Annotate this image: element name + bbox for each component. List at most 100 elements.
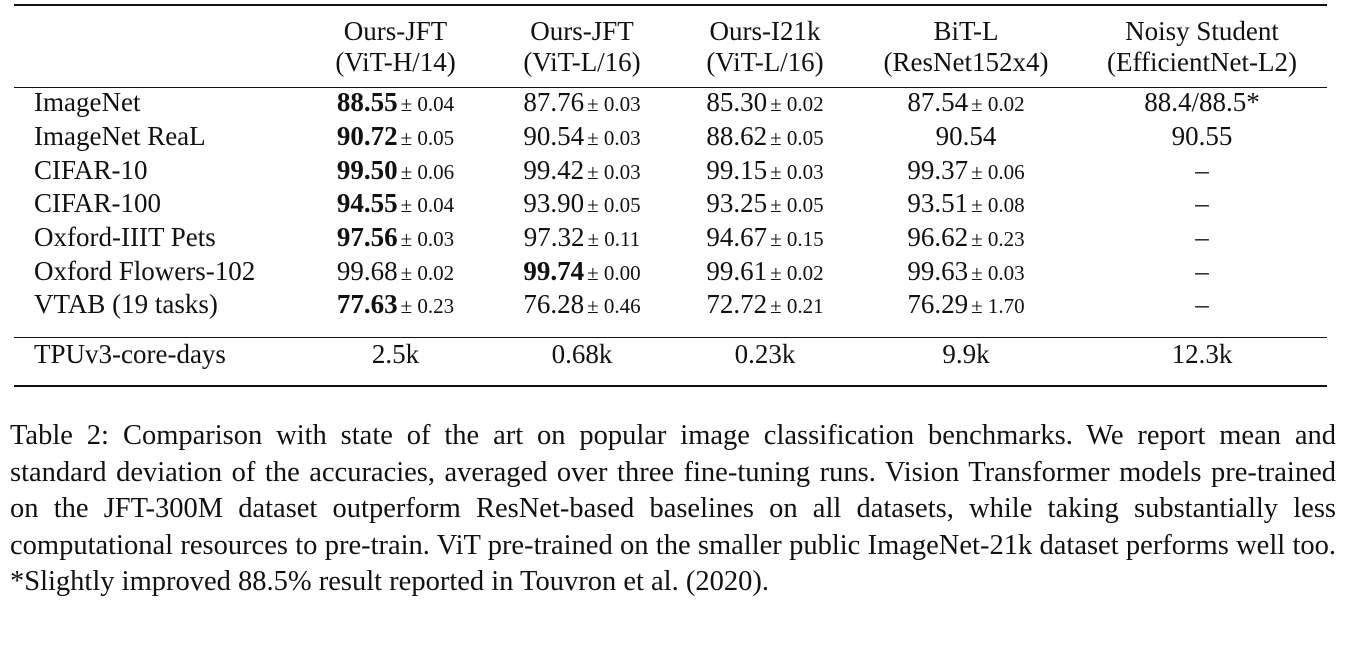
best-value: 99.50	[336, 154, 398, 185]
result-cell: 96.62 ± 0.23	[855, 221, 1077, 255]
metric-value: 93.25	[706, 188, 768, 219]
result-cell: 99.68 ± 0.02	[302, 254, 489, 288]
std-deviation: ± 0.08	[971, 193, 1025, 218]
header-bottom-rule	[14, 87, 1327, 88]
result-cell: 99.61 ± 0.02	[675, 254, 855, 288]
cost-cell: 0.23k	[734, 339, 796, 370]
result-cell: 88.55 ± 0.04	[302, 86, 489, 120]
std-deviation: ± 0.02	[770, 260, 824, 285]
std-deviation: ± 0.03	[587, 92, 641, 117]
metric-value: –	[1195, 154, 1209, 185]
result-cell: 90.72 ± 0.05	[302, 120, 489, 154]
caption-text: Comparison with state of the art on popu…	[10, 420, 1337, 598]
std-deviation: ± 0.03	[770, 159, 824, 184]
metric-value: 96.62	[907, 222, 969, 253]
table-row: CIFAR-10 99.50 ± 0.06 99.42 ± 0.03 99.15 ± 0.0…	[14, 153, 1327, 187]
metric-value: 72.72	[706, 289, 768, 320]
best-value: 94.55	[336, 188, 398, 219]
column-header: BiT-L (ResNet152x4)	[883, 16, 1049, 77]
row-label: VTAB (19 tasks)	[34, 289, 218, 320]
metric-value: 90.54	[935, 121, 997, 152]
table-row: ImageNet 88.55 ± 0.04 87.76 ± 0.03 85.30 ± 0.0…	[14, 86, 1327, 120]
column-header: Ours-JFT (ViT-H/14)	[335, 16, 456, 77]
table-row: CIFAR-100 94.55 ± 0.04 93.90 ± 0.05 93.25 ± 0.…	[14, 187, 1327, 221]
std-deviation: ± 0.15	[770, 227, 824, 252]
table-top-rule	[14, 4, 1327, 6]
result-cell: 77.63 ± 0.23	[302, 288, 489, 322]
std-deviation: ± 0.23	[400, 294, 455, 319]
metric-value: 76.29	[907, 289, 969, 320]
row-label: CIFAR-10	[34, 154, 148, 185]
metric-value: 85.30	[706, 87, 768, 118]
result-cell: 93.25 ± 0.05	[675, 187, 855, 221]
result-cell: 90.55	[1077, 120, 1327, 154]
result-rows: ImageNet 88.55 ± 0.04 87.76 ± 0.03 85.30 ± 0.0…	[14, 86, 1327, 322]
table-row: Oxford-IIIT Pets 97.56 ± 0.03 97.32 ± 0.11 94…	[14, 221, 1327, 255]
result-cell: 99.15 ± 0.03	[675, 153, 855, 187]
metric-value: 87.54	[907, 87, 969, 118]
std-deviation: ± 0.05	[770, 193, 824, 218]
result-cell: 87.54 ± 0.02	[855, 86, 1077, 120]
result-cell: –	[1077, 187, 1327, 221]
table-caption: Table 2: Comparison with state of the art…	[10, 418, 1336, 601]
best-value: 97.56	[336, 222, 398, 253]
std-deviation: ± 0.04	[400, 193, 455, 218]
result-cell: 94.67 ± 0.15	[675, 221, 855, 255]
metric-value: –	[1195, 289, 1209, 320]
result-cell: –	[1077, 254, 1327, 288]
column-header: Ours-I21k (ViT-L/16)	[706, 16, 824, 77]
cost-section: TPUv3-core-days 2.5k 0.68k 0.23k 9.9k 12…	[14, 322, 1327, 376]
std-deviation: ± 0.21	[770, 294, 824, 319]
std-deviation: ± 0.46	[587, 294, 641, 319]
metric-value: 88.62	[706, 121, 768, 152]
column-header: Noisy Student (EfficientNet-L2)	[1107, 16, 1297, 77]
metric-value: 97.32	[523, 222, 585, 253]
result-cell: 99.50 ± 0.06	[302, 153, 489, 187]
table-bottom-rule	[14, 385, 1327, 387]
cost-cell: 0.68k	[551, 339, 613, 370]
result-cell: 97.56 ± 0.03	[302, 221, 489, 255]
std-deviation: ± 0.02	[971, 92, 1025, 117]
result-cell: –	[1077, 221, 1327, 255]
std-deviation: ± 0.06	[400, 159, 455, 184]
result-cell: 72.72 ± 0.21	[675, 288, 855, 322]
table-row: Oxford Flowers-102 99.68 ± 0.02 99.74 ± 0.00…	[14, 254, 1327, 288]
metric-value: –	[1195, 222, 1209, 253]
result-cell: 99.42 ± 0.03	[489, 153, 675, 187]
metric-value: 87.76	[523, 87, 585, 118]
result-cell: 94.55 ± 0.04	[302, 187, 489, 221]
header-corner	[14, 8, 302, 86]
std-deviation: ± 0.05	[587, 193, 641, 218]
std-deviation: ± 0.03	[400, 227, 455, 252]
result-cell: 93.51 ± 0.08	[855, 187, 1077, 221]
table-row: ImageNet ReaL 90.72 ± 0.05 90.54 ± 0.03 88.62…	[14, 120, 1327, 154]
std-deviation: ± 0.03	[587, 159, 641, 184]
metric-value: 99.37	[907, 154, 969, 185]
metric-value: 99.61	[706, 255, 768, 286]
std-deviation: ± 0.11	[587, 227, 641, 252]
result-cell: 93.90 ± 0.05	[489, 187, 675, 221]
results-table: Ours-JFT (ViT-H/14) Ours-JFT (ViT-L/16) Ou…	[14, 8, 1327, 376]
cost-cell: 12.3k	[1171, 339, 1233, 370]
best-value: 88.55	[336, 87, 398, 118]
row-label: ImageNet	[34, 87, 141, 118]
std-deviation: ± 0.05	[770, 126, 824, 151]
row-label: CIFAR-100	[34, 188, 162, 219]
std-deviation: ± 0.03	[971, 260, 1025, 285]
row-label: Oxford-IIIT Pets	[34, 222, 216, 253]
metric-value: –	[1195, 188, 1209, 219]
metric-value: 94.67	[706, 222, 768, 253]
std-deviation: ± 0.02	[400, 260, 455, 285]
best-value: 99.74	[523, 255, 585, 286]
result-cell: 99.37 ± 0.06	[855, 153, 1077, 187]
best-value: 90.72	[336, 121, 398, 152]
header-row: Ours-JFT (ViT-H/14) Ours-JFT (ViT-L/16) Ou…	[14, 8, 1327, 86]
column-header: Ours-JFT (ViT-L/16)	[523, 16, 641, 77]
row-label: ImageNet ReaL	[34, 121, 206, 152]
result-cell: 88.4/88.5*	[1077, 86, 1327, 120]
std-deviation: ± 0.02	[770, 92, 824, 117]
result-cell: 76.28 ± 0.46	[489, 288, 675, 322]
table-row: VTAB (19 tasks) 77.63 ± 0.23 76.28 ± 0.46 72.…	[14, 288, 1327, 322]
cost-cell: 9.9k	[942, 339, 990, 370]
result-cell: –	[1077, 153, 1327, 187]
